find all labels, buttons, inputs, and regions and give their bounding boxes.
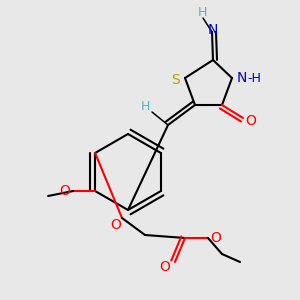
Text: O: O: [111, 218, 122, 232]
Text: O: O: [211, 231, 221, 245]
Text: N: N: [208, 23, 218, 37]
Text: S: S: [171, 73, 179, 87]
Text: N: N: [237, 71, 247, 85]
Text: O: O: [160, 260, 170, 274]
Text: O: O: [60, 184, 70, 198]
Text: O: O: [246, 114, 256, 128]
Text: H: H: [197, 7, 207, 20]
Text: H: H: [140, 100, 150, 113]
Text: -H: -H: [247, 71, 261, 85]
